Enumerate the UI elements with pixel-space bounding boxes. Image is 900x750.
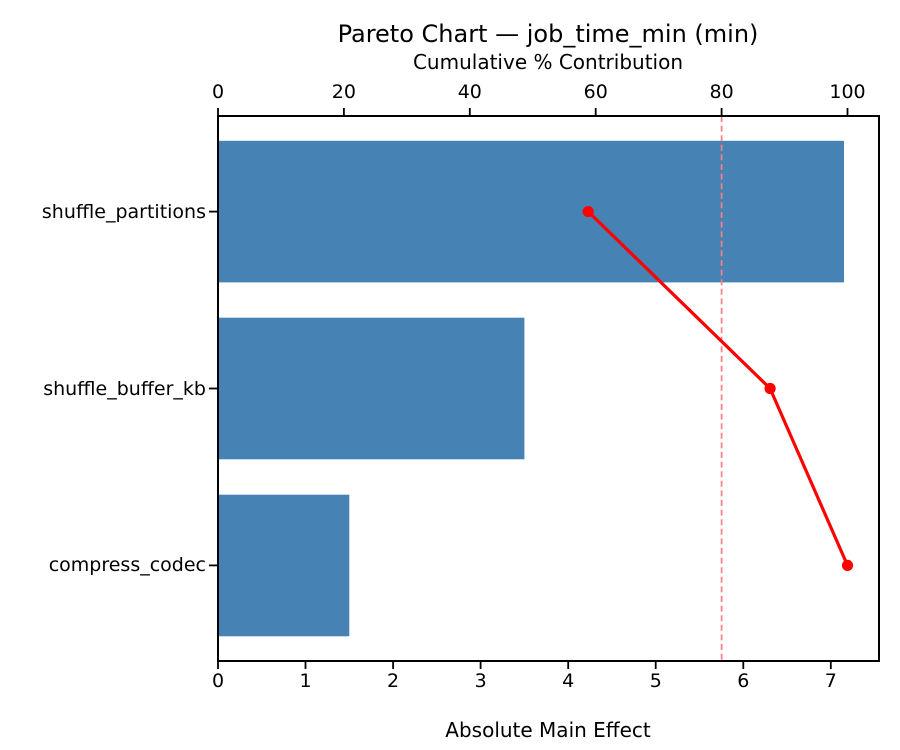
bottom-tick-label-6: 6 — [737, 670, 750, 692]
ticks-layer — [209, 108, 849, 669]
bars-layer — [218, 140, 844, 637]
cumulative-marker-compress_codec — [841, 559, 854, 572]
category-label-compress_codec: compress_codec — [48, 554, 206, 577]
cumulative-marker-shuffle_partitions — [582, 206, 594, 218]
bottom-tick-label-1: 1 — [299, 670, 312, 692]
bar-compress_codec — [218, 494, 350, 637]
bottom-tick-label-3: 3 — [474, 670, 487, 692]
top-axis-title: Cumulative % Contribution — [412, 50, 684, 74]
top-tick-label-80: 80 — [709, 81, 734, 103]
bottom-tick-label-7: 7 — [824, 670, 837, 692]
top-tick-label-20: 20 — [331, 81, 356, 103]
category-label-shuffle_partitions: shuffle_partitions — [41, 200, 206, 223]
top-tick-label-40: 40 — [457, 81, 482, 103]
top-tick-label-60: 60 — [583, 81, 608, 103]
chart-title: Pareto Chart — job_time_min (min) — [337, 20, 759, 48]
top-tick-label-0: 0 — [211, 81, 225, 103]
bottom-axis-title: Absolute Main Effect — [445, 718, 651, 742]
bottom-tick-label-5: 5 — [649, 670, 662, 692]
top-tick-label-100: 100 — [829, 81, 866, 103]
category-label-shuffle_buffer_kb: shuffle_buffer_kb — [43, 377, 206, 400]
bottom-tick-label-4: 4 — [562, 670, 575, 692]
cumulative-line-layer — [582, 206, 854, 572]
bar-shuffle_buffer_kb — [218, 317, 525, 460]
bottom-tick-label-0: 0 — [211, 670, 225, 692]
cumulative-marker-shuffle_buffer_kb — [764, 382, 776, 395]
bar-shuffle_partitions — [218, 140, 844, 283]
bottom-tick-label-2: 2 — [387, 670, 400, 692]
